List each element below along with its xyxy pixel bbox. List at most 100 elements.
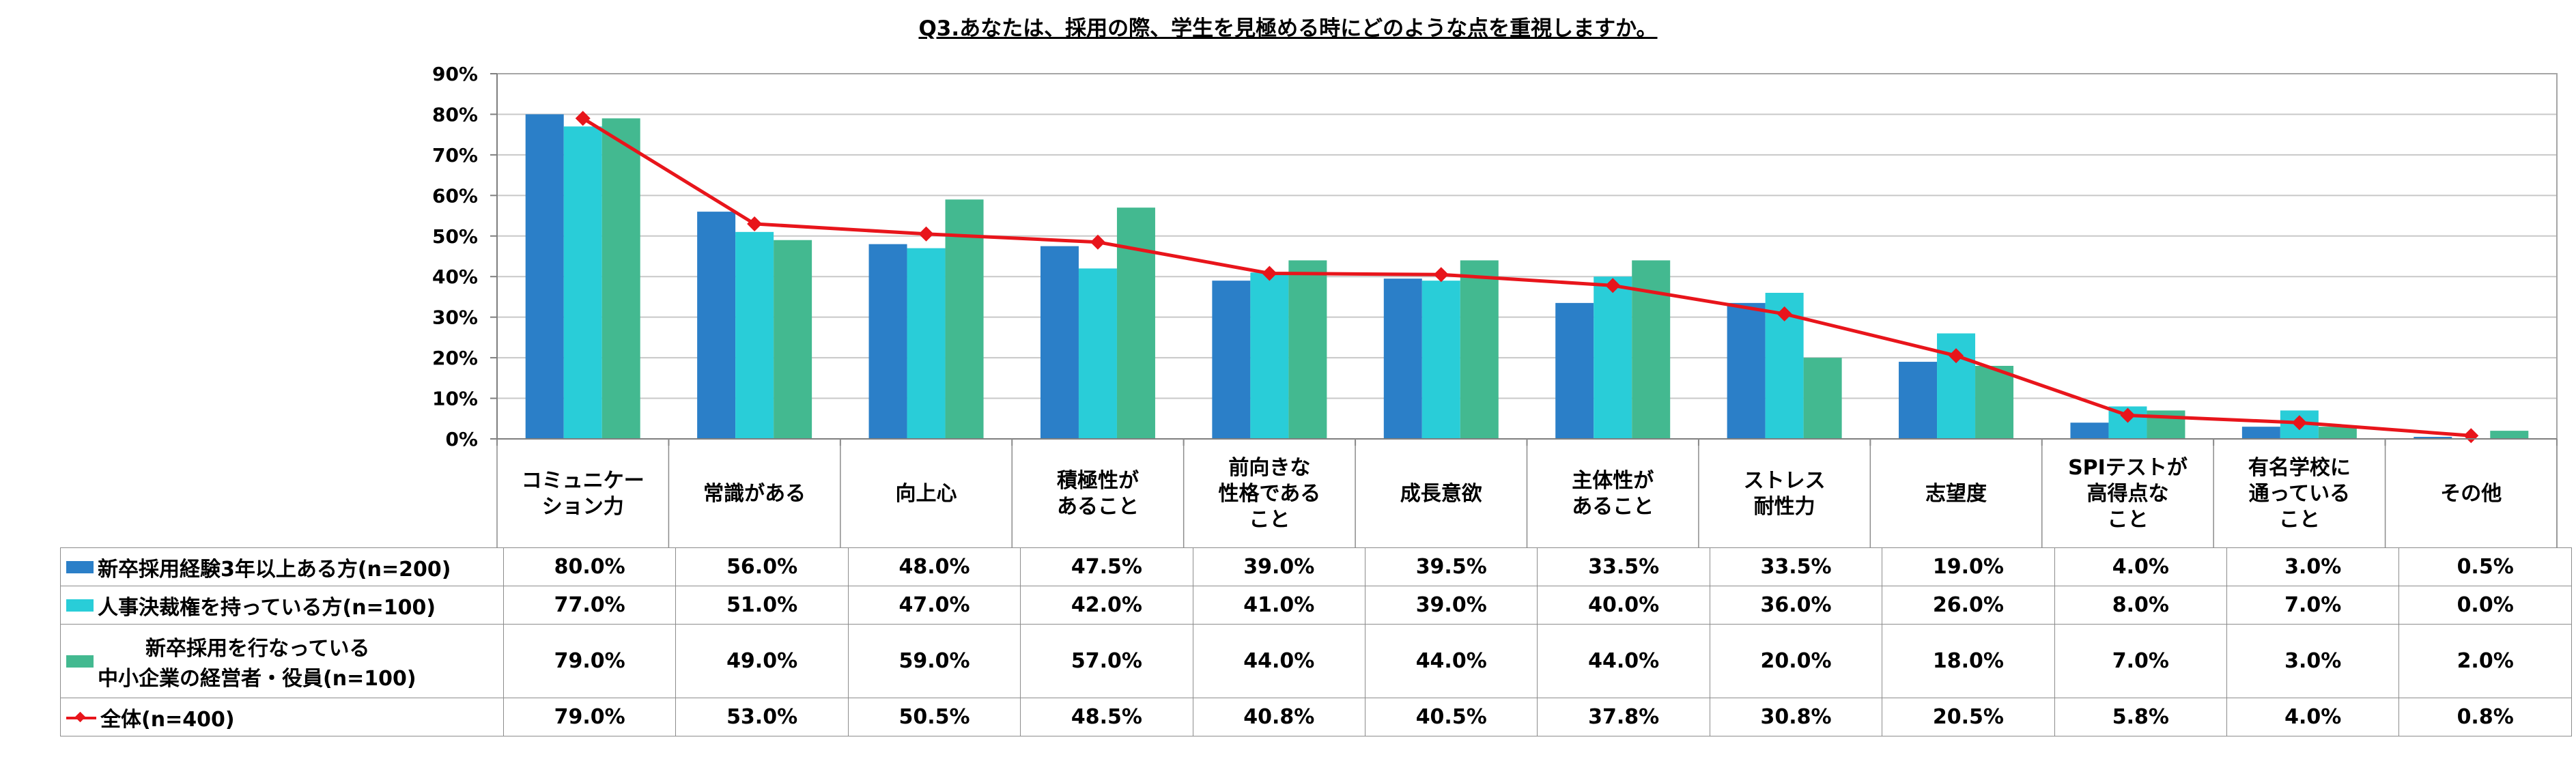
series-legend-cell: 人事決裁権を持っている方(n=100)	[60, 586, 504, 625]
line-point	[1262, 266, 1277, 281]
data-cell: 44.0%	[1537, 624, 1710, 698]
category-label: SPIテストが高得点なこと	[2068, 456, 2188, 532]
data-cell: 48.5%	[1020, 698, 1193, 736]
y-tick-label: 30%	[432, 306, 478, 329]
category-label-line: こと	[1249, 508, 1290, 532]
data-cell: 26.0%	[1882, 586, 2055, 625]
y-tick-label: 0%	[445, 428, 478, 450]
y-tick-label: 90%	[432, 63, 478, 85]
chart-title: Q3.あなたは、採用の際、学生を見極める時にどのような点を重視しますか。	[918, 16, 1658, 41]
bar	[1632, 260, 1671, 439]
data-cell: 30.8%	[1709, 698, 1883, 736]
bar	[2490, 431, 2529, 439]
line-point	[1605, 278, 1621, 293]
y-tick-label: 50%	[432, 225, 478, 248]
category-label: コミュニケーション力	[522, 469, 645, 519]
data-cell: 2.0%	[2398, 624, 2572, 698]
bar	[563, 126, 602, 439]
bar	[774, 240, 812, 439]
series-name-line: 中小企業の経営者・役員(n=100)	[98, 666, 416, 691]
series-line	[582, 117, 2472, 438]
category-label-line: あること	[1057, 495, 1139, 519]
line-point	[747, 216, 763, 231]
bar	[1594, 276, 1632, 439]
category-labels: コミュニケーション力 常識がある 向上心 積極性があること 前向きな性格であること 成長意…	[522, 456, 2502, 532]
data-cell: 77.0%	[503, 586, 677, 625]
data-cell: 5.8%	[2054, 698, 2228, 736]
legend-line-key	[66, 711, 96, 724]
data-cell: 79.0%	[503, 624, 677, 698]
bar	[1975, 366, 2014, 439]
data-cell: 56.0%	[675, 547, 849, 586]
data-cell: 48.0%	[847, 547, 1021, 586]
series-name: 新卒採用を行なっている 中小企業の経営者・役員(n=100)	[98, 631, 416, 691]
data-cell: 44.0%	[1192, 624, 1366, 698]
y-tick-label: 40%	[432, 266, 478, 288]
line-point	[2463, 428, 2479, 444]
bar	[601, 118, 640, 439]
data-cell: 40.5%	[1365, 698, 1538, 736]
bar	[1212, 281, 1251, 439]
category-label-line: ストレス	[1744, 469, 1826, 493]
y-tick-label: 20%	[432, 347, 478, 369]
data-cell: 42.0%	[1020, 586, 1193, 625]
line-point	[2120, 407, 2136, 423]
category-label-line: 耐性力	[1754, 495, 1815, 519]
category-label-line: コミュニケー	[522, 469, 645, 493]
category-label: 成長意欲	[1400, 482, 1482, 506]
bar	[525, 114, 564, 439]
series-name-line: 人事決裁権を持っている方(n=100)	[98, 595, 436, 620]
data-cell: 20.0%	[1709, 624, 1883, 698]
category-label-line: ション力	[542, 495, 624, 519]
category-label-line: こと	[2279, 508, 2320, 532]
bar	[868, 244, 907, 439]
data-cell: 53.0%	[675, 698, 849, 736]
y-tick-label: 70%	[432, 144, 478, 167]
data-cell: 47.5%	[1020, 547, 1193, 586]
overall-line	[575, 111, 2479, 444]
category-label-line: 前向きな	[1228, 456, 1310, 480]
table-row: 全体(n=400) 79.0% 53.0% 50.5% 48.5% 40.8% 40.5% 3…	[60, 698, 2572, 736]
series-name: 新卒採用経験3年以上ある方(n=200)	[98, 552, 451, 582]
category-label-line: こと	[2107, 508, 2148, 532]
data-cell: 79.0%	[503, 698, 677, 736]
bar	[1250, 272, 1289, 439]
category-label-line: 有名学校に	[2248, 456, 2351, 480]
data-cell: 3.0%	[2226, 547, 2400, 586]
category-label-line: 常識がある	[703, 482, 806, 506]
data-cell: 0.0%	[2398, 586, 2572, 625]
y-axis-ticks: 0% 10% 20% 30% 40% 50% 60% 70% 80% 90%	[432, 63, 478, 450]
data-cell: 19.0%	[1882, 547, 2055, 586]
data-cell: 59.0%	[847, 624, 1021, 698]
category-label: その他	[2440, 482, 2502, 506]
data-cell: 3.0%	[2226, 624, 2400, 698]
legend-color-key	[66, 599, 94, 612]
data-cell: 7.0%	[2054, 624, 2228, 698]
line-point	[575, 111, 591, 126]
data-cell: 20.5%	[1882, 698, 2055, 736]
data-cell: 47.0%	[847, 586, 1021, 625]
data-cell: 4.0%	[2054, 547, 2228, 586]
data-cell: 8.0%	[2054, 586, 2228, 625]
table-row: 新卒採用を行なっている 中小企業の経営者・役員(n=100) 79.0% 49.0% 5…	[60, 624, 2572, 698]
category-label: 前向きな性格であること	[1219, 456, 1321, 532]
category-label: 有名学校に通っていること	[2248, 456, 2351, 532]
data-table: 新卒採用経験3年以上ある方(n=200) 80.0% 56.0% 48.0% 47.5%…	[60, 547, 2572, 736]
series-name-line: 全体(n=400)	[100, 707, 235, 732]
category-label-line: 向上心	[896, 482, 957, 506]
bar	[1555, 302, 1594, 439]
bar	[2241, 427, 2280, 439]
category-label: 志望度	[1925, 482, 1987, 506]
data-cell: 33.5%	[1709, 547, 1883, 586]
data-cell: 80.0%	[503, 547, 677, 586]
series-legend-cell: 全体(n=400)	[60, 698, 504, 736]
category-label: ストレス耐性力	[1744, 469, 1826, 519]
bar	[2318, 427, 2357, 439]
data-cell: 40.8%	[1192, 698, 1366, 736]
data-cell: 44.0%	[1365, 624, 1538, 698]
category-label: 積極性があること	[1057, 469, 1139, 519]
bar	[945, 199, 984, 439]
y-tick-label: 10%	[432, 388, 478, 410]
y-tick-label: 80%	[432, 103, 478, 126]
